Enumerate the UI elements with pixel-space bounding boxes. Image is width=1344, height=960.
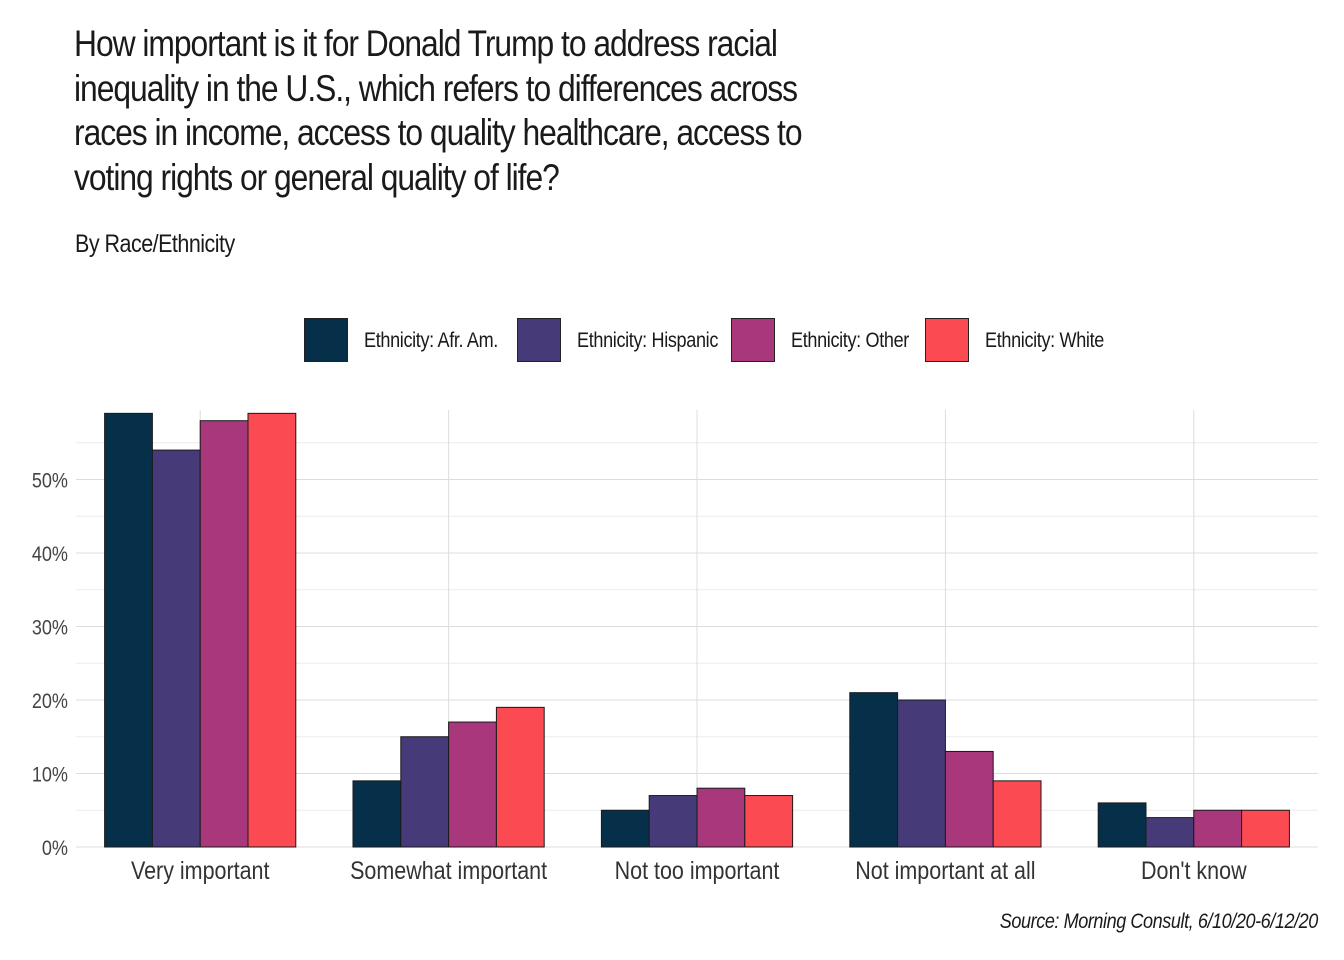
y-tick-label: 30% <box>32 616 68 640</box>
bar <box>648 795 698 848</box>
legend-label-white: Ethnicity: White <box>985 329 1104 352</box>
bar <box>104 412 153 848</box>
bar <box>944 750 994 848</box>
bar <box>495 706 545 848</box>
y-tick-label: 50% <box>32 469 68 493</box>
bar <box>1145 817 1195 848</box>
x-tick-label: Very important <box>131 856 270 884</box>
bar <box>744 795 794 848</box>
x-tick-label: Somewhat important <box>350 856 548 884</box>
source-note: Source: Morning Consult, 6/10/20-6/12/20 <box>999 910 1319 933</box>
legend-swatch-afr-am <box>304 318 348 362</box>
bar <box>352 780 402 848</box>
bar <box>1241 809 1290 848</box>
x-tick-label: Don't know <box>1141 856 1247 884</box>
y-tick-label: 20% <box>32 690 68 714</box>
chart-subtitle: By Race/Ethnicity <box>75 230 235 258</box>
bar <box>247 412 297 848</box>
y-tick-label: 40% <box>32 543 68 567</box>
bar <box>600 809 650 848</box>
legend-label-afr-am: Ethnicity: Afr. Am. <box>364 329 498 352</box>
bar <box>448 721 497 848</box>
bar <box>1193 809 1243 848</box>
legend-swatch-other <box>731 318 775 362</box>
bar <box>849 692 899 848</box>
legend-swatch-hispanic <box>517 318 561 362</box>
y-tick-label: 10% <box>32 763 68 787</box>
bar <box>151 449 201 848</box>
bar <box>1097 802 1147 848</box>
bar <box>897 699 946 848</box>
x-tick-label: Not important at all <box>855 856 1035 884</box>
bar <box>400 736 450 848</box>
bar <box>199 420 249 848</box>
bar <box>696 787 746 848</box>
legend-label-hispanic: Ethnicity: Hispanic <box>577 329 719 352</box>
bar <box>992 780 1042 848</box>
legend: Ethnicity: Afr. Am. Ethnicity: Hispanic … <box>0 318 1344 366</box>
x-tick-label: Not too important <box>615 856 780 884</box>
chart-title: How important is it for Donald Trump to … <box>74 23 803 198</box>
y-tick-label: 0% <box>42 837 68 861</box>
legend-label-other: Ethnicity: Other <box>791 329 909 352</box>
legend-swatch-white <box>925 318 969 362</box>
